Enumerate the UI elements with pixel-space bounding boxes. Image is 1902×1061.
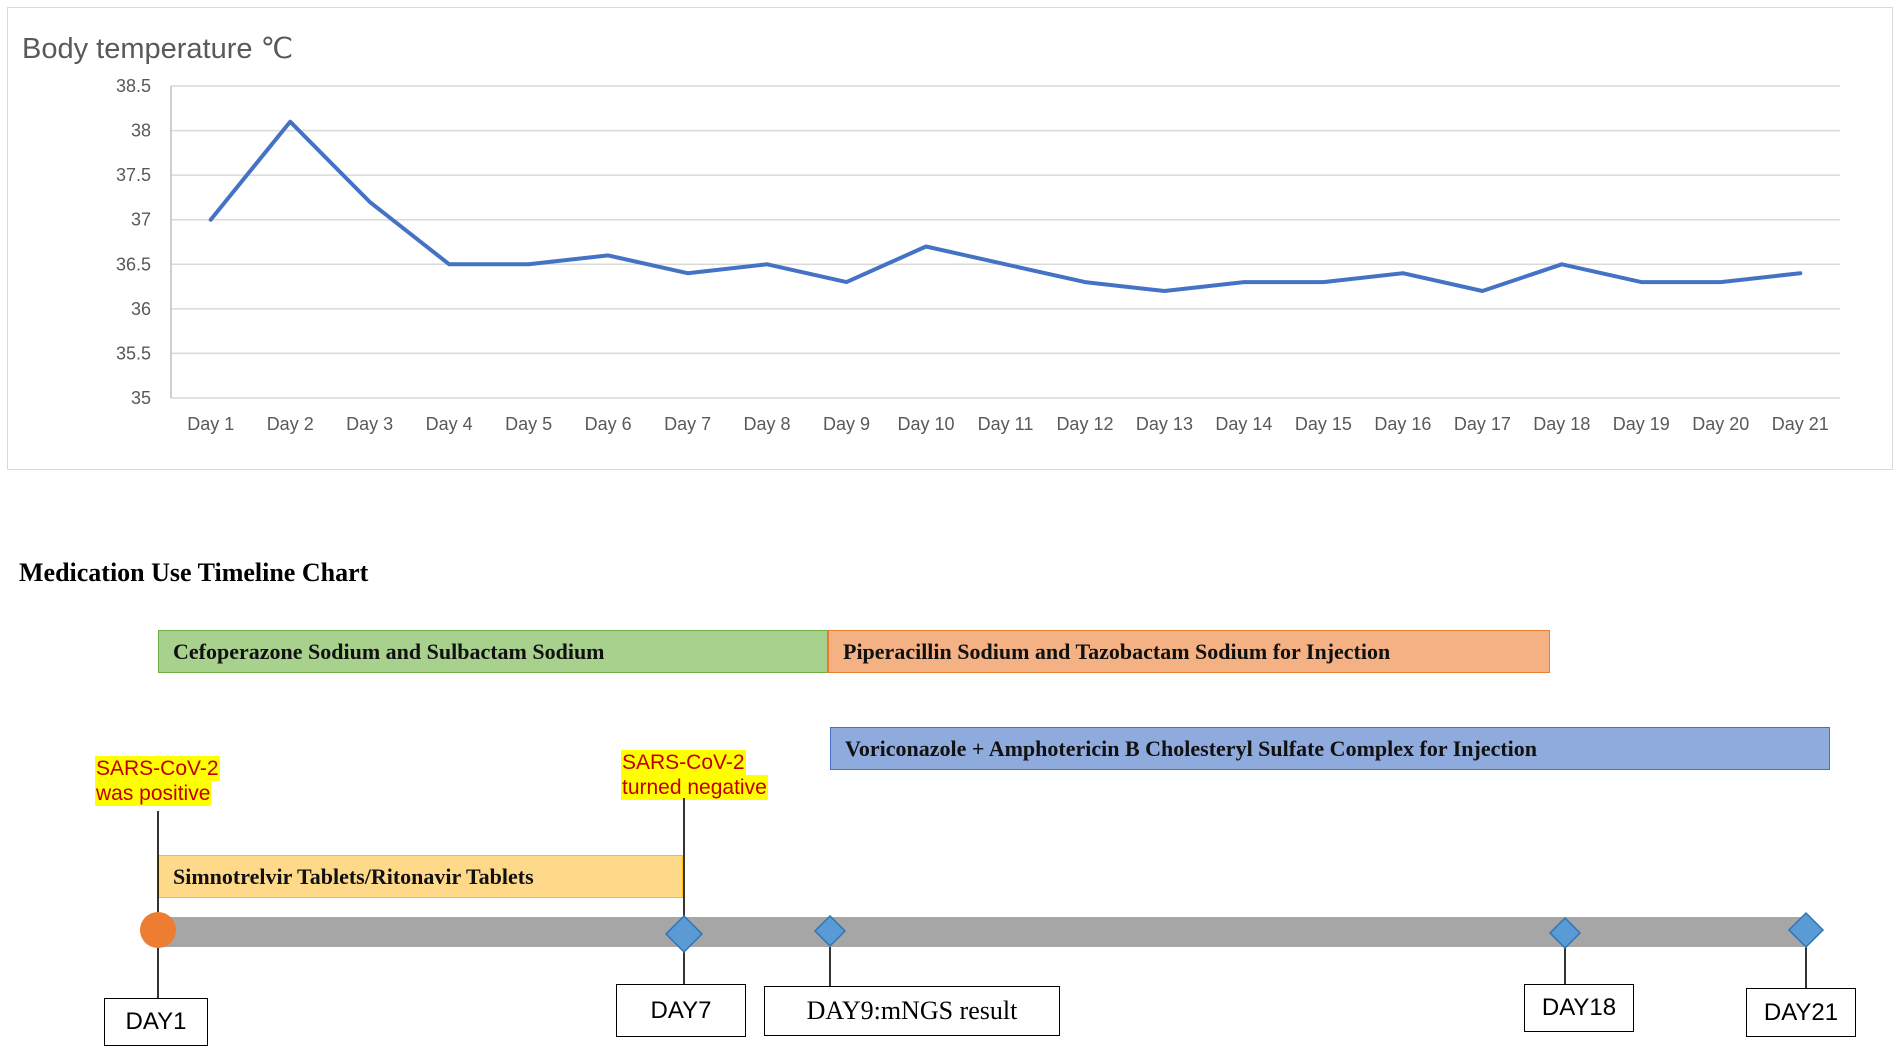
temperature-chart: Body temperature ℃ 3535.53636.53737.5383… — [22, 33, 1840, 434]
x-tick-label: Day 18 — [1533, 414, 1590, 434]
x-tick-label: Day 19 — [1613, 414, 1670, 434]
marker-day7-diamond — [664, 914, 704, 954]
label-day7-text: DAY7 — [650, 996, 712, 1024]
timeline-track — [158, 917, 1804, 947]
x-tick-label: Day 4 — [426, 414, 473, 434]
label-day18: DAY18 — [1524, 984, 1634, 1032]
label-day18-text: DAY18 — [1541, 994, 1617, 1021]
x-tick-label: Day 6 — [585, 414, 632, 434]
x-tick-label: Day 8 — [744, 414, 791, 434]
x-axis-ticks: Day 1 Day 2 Day 3 Day 4 Day 5 Day 6 Day 7 Day 8… — [187, 414, 1829, 434]
label-day21: DAY21 — [1746, 988, 1856, 1037]
y-tick-label: 38.5 — [116, 76, 151, 96]
x-tick-label: Day 21 — [1772, 414, 1829, 434]
bar-simnotrelvir: Simnotrelvir Tablets/Ritonavir Tablets — [158, 855, 683, 898]
y-tick-label: 37 — [131, 210, 151, 230]
x-tick-label: Day 9 — [823, 414, 870, 434]
bar-piperacillin-label: Piperacillin Sodium and Tazobactam Sodiu… — [843, 638, 1391, 664]
note-negative-line1: SARS-CoV-2 — [621, 750, 746, 775]
marker-day21-diamond — [1787, 911, 1825, 949]
x-tick-label: Day 17 — [1454, 414, 1511, 434]
x-tick-label: Day 3 — [346, 414, 393, 434]
marker-day18-diamond — [1548, 916, 1582, 950]
temperature-series-line — [208, 119, 1803, 293]
x-tick-label: Day 14 — [1215, 414, 1272, 434]
y-tick-label: 38 — [131, 121, 151, 141]
note-negative: SARS-CoV-2 turned negative — [621, 750, 768, 800]
y-tick-label: 35.5 — [116, 343, 151, 363]
bar-piperacillin: Piperacillin Sodium and Tazobactam Sodiu… — [828, 630, 1550, 673]
label-day9-text: DAY9:mNGS result — [806, 996, 1018, 1025]
label-day7: DAY7 — [616, 984, 746, 1037]
y-tick-label: 36.5 — [116, 254, 151, 274]
x-tick-label: Day 2 — [267, 414, 314, 434]
marker-day1-circle — [140, 912, 176, 948]
note-positive-line1: SARS-CoV-2 — [95, 756, 220, 781]
label-day9: DAY9:mNGS result — [764, 986, 1060, 1036]
label-day1-text: DAY1 — [125, 1008, 187, 1035]
timeline-title: Medication Use Timeline Chart — [19, 558, 369, 587]
x-tick-label: Day 20 — [1692, 414, 1749, 434]
y-tick-label: 35 — [131, 388, 151, 408]
chart-title: Body temperature ℃ — [22, 33, 293, 65]
x-tick-label: Day 12 — [1056, 414, 1113, 434]
chart-frame — [7, 7, 1893, 470]
marker-day9-diamond — [813, 914, 847, 948]
note-positive-line2: was positive — [95, 781, 212, 806]
label-day21-text: DAY21 — [1763, 998, 1839, 1026]
y-axis-ticks: 35 35.5 36 36.5 37 37.5 38 38.5 — [116, 76, 151, 408]
y-tick-label: 37.5 — [116, 165, 151, 185]
bar-voriconazole: Voriconazole + Amphotericin B Cholestery… — [830, 727, 1830, 770]
grid-lines — [171, 85, 1840, 399]
x-tick-label: Day 16 — [1374, 414, 1431, 434]
bar-cefoperazone-label: Cefoperazone Sodium and Sulbactam Sodium — [173, 638, 605, 664]
x-tick-label: Day 10 — [898, 414, 955, 434]
x-tick-label: Day 15 — [1295, 414, 1352, 434]
data-points — [210, 121, 1801, 292]
note-negative-line2: turned negative — [621, 775, 768, 800]
x-tick-label: Day 11 — [978, 414, 1034, 434]
y-tick-label: 36 — [131, 299, 151, 319]
bar-cefoperazone: Cefoperazone Sodium and Sulbactam Sodium — [158, 630, 828, 673]
note-positive: SARS-CoV-2 was positive — [95, 756, 220, 806]
x-tick-label: Day 5 — [505, 414, 552, 434]
x-tick-label: Day 1 — [187, 414, 234, 434]
label-day1: DAY1 — [104, 998, 208, 1046]
bar-voriconazole-label: Voriconazole + Amphotericin B Cholestery… — [845, 735, 1538, 761]
bar-simnotrelvir-label: Simnotrelvir Tablets/Ritonavir Tablets — [173, 863, 534, 889]
x-tick-label: Day 7 — [664, 414, 711, 434]
x-tick-label: Day 13 — [1136, 414, 1193, 434]
